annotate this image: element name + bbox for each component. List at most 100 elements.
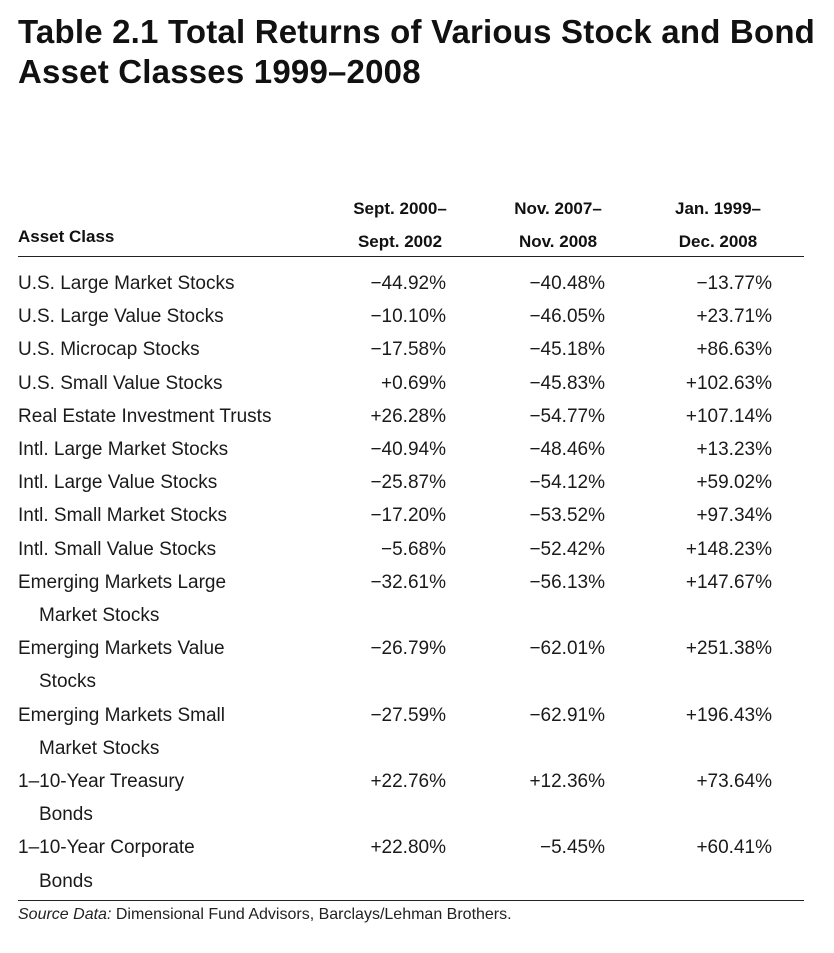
return-jan-1999-dec-2008: +97.34% [696,505,772,527]
return-jan-1999-dec-2008: +102.63% [685,372,772,394]
asset-class-name: U.S. Small Value Stocks [18,367,318,400]
table-title: Table 2.1 Total Returns of Various Stock… [18,12,816,92]
table-row: U.S. Large Value Stocks −10.10% −46.05% +23… [18,300,804,333]
return-nov-2007-nov-2008: −53.52% [529,505,605,527]
return-nov-2007-nov-2008: −5.45% [540,837,605,859]
asset-class-name-line: 1–10-Year Treasury [18,771,185,793]
source-label: Source Data: [18,906,112,923]
table-row: 1–10-Year Corporate Bonds +22.80% −5.45% +60… [18,831,804,897]
asset-class-name: Emerging Markets Large Market Stocks [18,566,318,632]
return-sept-2000-sept-2002: −10.10% [370,306,446,328]
return-jan-1999-dec-2008: +86.63% [696,339,772,361]
return-sept-2000-sept-2002: −40.94% [370,439,446,461]
return-sept-2000-sept-2002: +22.80% [370,837,446,859]
asset-class-name-line: Emerging Markets Value [18,638,225,660]
return-jan-1999-dec-2008: +13.23% [696,439,772,461]
table-row: Intl. Small Value Stocks −5.68% −52.42% +14… [18,533,804,566]
asset-class-name-line: Bonds [39,870,93,892]
return-sept-2000-sept-2002: −17.58% [370,339,446,361]
table-row: Emerging Markets Small Market Stocks −27.5… [18,699,804,765]
return-jan-1999-dec-2008: +251.38% [685,638,772,660]
asset-class-name: Emerging Markets Value Stocks [18,632,318,698]
asset-class-name-line: Intl. Small Value Stocks [18,538,217,560]
return-nov-2007-nov-2008: +12.36% [529,771,605,793]
return-nov-2007-nov-2008: −45.83% [529,372,605,394]
header-line: Dec. 2008 [678,232,758,251]
asset-class-name-line: Emerging Markets Large [18,571,227,593]
return-nov-2007-nov-2008: −45.18% [529,339,605,361]
asset-class-name: U.S. Large Value Stocks [18,300,318,333]
table-row: Emerging Markets Value Stocks −26.79% −62.0… [18,632,804,698]
header-line: Nov. 2007– [514,199,602,218]
asset-class-name-line: U.S. Microcap Stocks [18,339,200,361]
asset-class-name: Emerging Markets Small Market Stocks [18,699,318,765]
asset-class-name-line: Real Estate Investment Trusts [18,405,272,427]
asset-class-name-line: U.S. Large Market Stocks [18,273,235,294]
return-nov-2007-nov-2008: −54.12% [529,472,605,494]
asset-class-name: Intl. Large Value Stocks [18,466,318,499]
header-sept-2000-sept-2002: Sept. 2000– Sept. 2002 [340,192,460,258]
return-jan-1999-dec-2008: +73.64% [696,771,772,793]
asset-class-name: Real Estate Investment Trusts [18,400,318,433]
asset-class-name-line: Intl. Small Market Stocks [18,505,228,527]
return-nov-2007-nov-2008: −48.46% [529,439,605,461]
asset-class-name: Intl. Large Market Stocks [18,433,318,466]
asset-class-name-line: Intl. Large Value Stocks [18,472,218,494]
header-asset-class: Asset Class [18,227,115,246]
asset-class-name-line: Bonds [39,804,93,826]
header-line: Jan. 1999– [674,199,761,218]
return-nov-2007-nov-2008: −40.48% [529,273,605,294]
return-sept-2000-sept-2002: −17.20% [370,505,446,527]
asset-class-name-line: 1–10-Year Corporate [18,837,195,859]
return-jan-1999-dec-2008: +60.41% [696,837,772,859]
table-title-line-1: Table 2.1 Total Returns of Various Stock… [18,13,816,50]
asset-class-name: U.S. Microcap Stocks [18,333,318,366]
return-nov-2007-nov-2008: −52.42% [529,538,605,560]
return-sept-2000-sept-2002: +0.69% [381,372,446,394]
asset-class-name: 1–10-Year Corporate Bonds [18,831,318,897]
return-jan-1999-dec-2008: +23.71% [696,306,772,328]
return-sept-2000-sept-2002: −27.59% [370,704,446,726]
asset-class-name-line: U.S. Large Value Stocks [18,306,224,328]
table-row: Intl. Small Market Stocks −17.20% −53.52% +… [18,499,804,532]
table-row: Intl. Large Market Stocks −40.94% −48.46% +… [18,433,804,466]
asset-class-name: U.S. Large Market Stocks [18,267,318,300]
return-nov-2007-nov-2008: −62.01% [529,638,605,660]
table-title-line-2: Asset Classes 1999–2008 [18,53,421,90]
return-sept-2000-sept-2002: −44.92% [370,273,446,294]
return-sept-2000-sept-2002: −5.68% [381,538,446,560]
header-line: Nov. 2008 [518,232,598,251]
table-row: U.S. Microcap Stocks −17.58% −45.18% +86.63… [18,333,804,366]
return-nov-2007-nov-2008: −46.05% [529,306,605,328]
return-nov-2007-nov-2008: −56.13% [529,571,605,593]
asset-class-name-line: Emerging Markets Small [18,704,225,726]
return-nov-2007-nov-2008: −62.91% [529,704,605,726]
return-sept-2000-sept-2002: +22.76% [370,771,446,793]
asset-class-name: Intl. Small Market Stocks [18,499,318,532]
return-jan-1999-dec-2008: −13.77% [696,273,772,294]
table-row: 1–10-Year Treasury Bonds +22.76% +12.36% +73… [18,765,804,831]
asset-class-name-line: Stocks [39,671,97,693]
return-nov-2007-nov-2008: −54.77% [529,405,605,427]
return-sept-2000-sept-2002: −32.61% [370,571,446,593]
table-bottom-rule [18,899,804,901]
header-jan-1999-dec-2008: Jan. 1999– Dec. 2008 [658,192,778,258]
asset-class-name-line: Market Stocks [39,605,160,627]
header-line: Sept. 2000– [353,199,447,218]
return-jan-1999-dec-2008: +107.14% [685,405,772,427]
table-row: U.S. Large Market Stocks −44.92% −40.48% −1… [18,267,804,300]
return-jan-1999-dec-2008: +59.02% [696,472,772,494]
return-jan-1999-dec-2008: +147.67% [685,571,772,593]
table-body: U.S. Large Market Stocks −44.92% −40.48% −1… [18,257,804,898]
table-row: U.S. Small Value Stocks +0.69% −45.83% +102… [18,367,804,400]
asset-class-name-line: Market Stocks [39,737,160,759]
source-note: Source Data: Dimensional Fund Advisors, … [18,906,512,924]
source-text: Dimensional Fund Advisors, Barclays/Lehm… [115,906,512,923]
return-jan-1999-dec-2008: +148.23% [685,538,772,560]
table-row: Intl. Large Value Stocks −25.87% −54.12% +5… [18,466,804,499]
header-nov-2007-nov-2008: Nov. 2007– Nov. 2008 [498,192,618,258]
return-sept-2000-sept-2002: −26.79% [370,638,446,660]
asset-class-name: Intl. Small Value Stocks [18,533,318,566]
table-row: Real Estate Investment Trusts +26.28% −54.… [18,400,804,433]
asset-class-name-line: U.S. Small Value Stocks [18,372,223,394]
